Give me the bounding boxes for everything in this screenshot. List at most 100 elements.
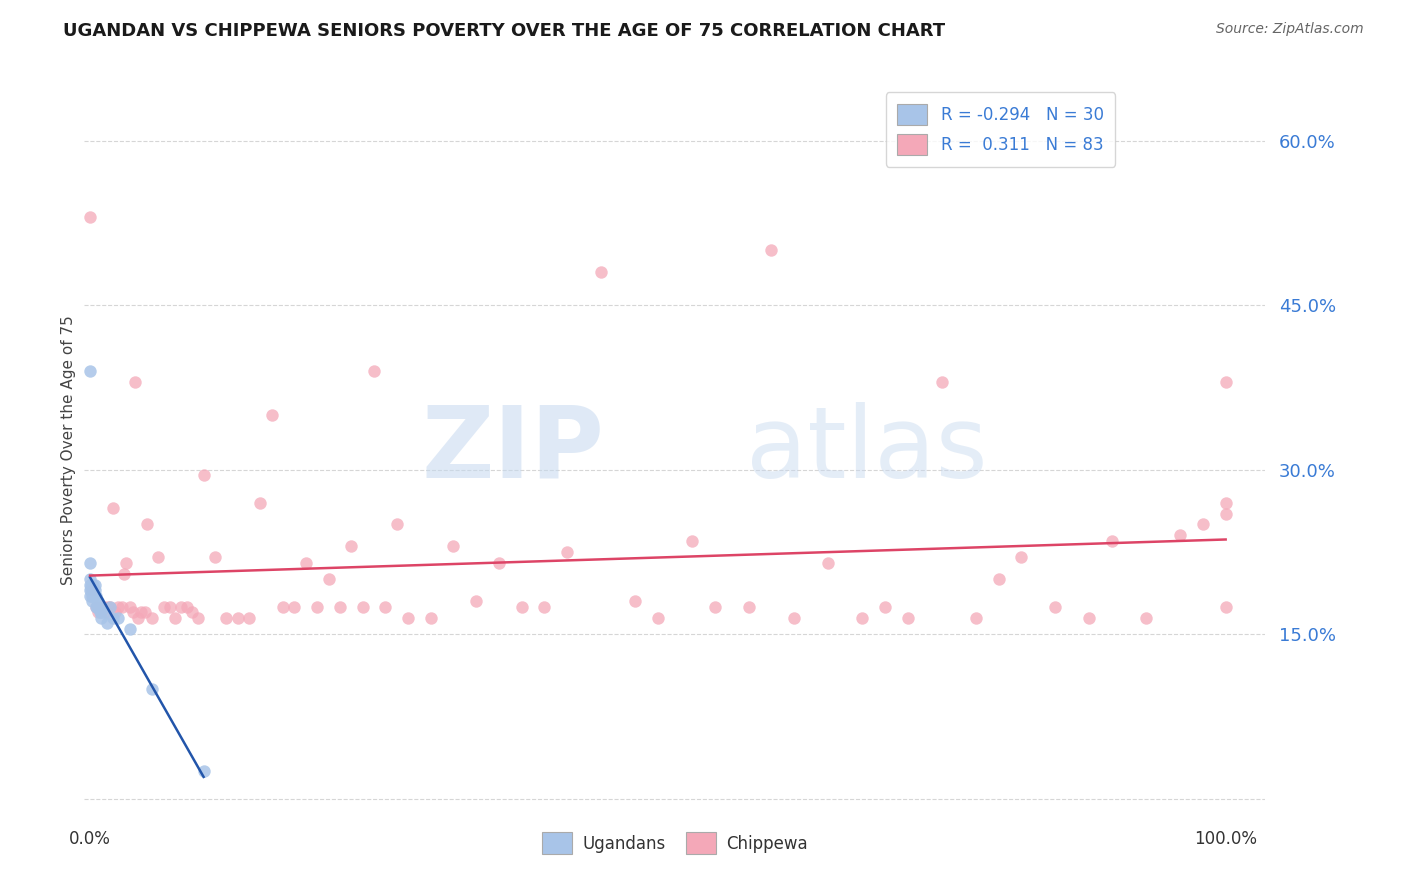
Point <box>118 599 141 614</box>
Point <box>181 605 204 619</box>
Point <box>86 599 108 614</box>
Point <box>193 764 215 779</box>
Point <box>122 605 145 619</box>
Point <box>87 594 110 608</box>
Point <box>1101 533 1123 548</box>
Point <box>1192 517 1215 532</box>
Point <box>90 611 112 625</box>
Text: UGANDAN VS CHIPPEWA SENIORS POVERTY OVER THE AGE OF 75 CORRELATION CHART: UGANDAN VS CHIPPEWA SENIORS POVERTY OVER… <box>63 22 945 40</box>
Point <box>897 611 920 625</box>
Point <box>488 556 510 570</box>
Point <box>83 583 105 598</box>
Point <box>193 468 215 483</box>
Point <box>79 211 101 225</box>
Point <box>82 589 104 603</box>
Legend: Ugandans, Chippewa: Ugandans, Chippewa <box>536 826 814 861</box>
Point <box>187 611 209 625</box>
Point <box>443 540 465 554</box>
Point <box>510 599 533 614</box>
Point <box>82 578 104 592</box>
Point <box>1078 611 1101 625</box>
Point <box>396 611 419 625</box>
Point <box>283 599 305 614</box>
Point <box>90 605 112 619</box>
Point <box>79 589 101 603</box>
Point <box>100 599 122 614</box>
Point <box>127 611 149 625</box>
Point <box>107 611 129 625</box>
Point <box>101 611 124 625</box>
Point <box>82 583 104 598</box>
Point <box>591 265 613 279</box>
Point <box>115 556 138 570</box>
Point <box>79 364 101 378</box>
Point <box>1135 611 1157 625</box>
Point <box>1168 528 1191 542</box>
Point <box>97 599 120 614</box>
Point <box>80 583 103 598</box>
Point <box>84 599 107 614</box>
Point <box>135 517 157 532</box>
Point <box>79 556 101 570</box>
Point <box>226 611 249 625</box>
Point <box>83 578 105 592</box>
Point <box>129 605 152 619</box>
Point <box>101 501 124 516</box>
Point <box>681 533 703 548</box>
Point <box>965 611 987 625</box>
Point <box>176 599 198 614</box>
Point <box>783 611 806 625</box>
Point <box>1215 495 1237 509</box>
Point <box>82 589 104 603</box>
Point <box>260 408 283 422</box>
Point <box>385 517 408 532</box>
Point <box>295 556 318 570</box>
Point <box>374 599 396 614</box>
Point <box>100 599 122 614</box>
Point <box>94 605 117 619</box>
Point <box>307 599 329 614</box>
Point <box>465 594 488 608</box>
Point <box>89 605 111 619</box>
Point <box>249 495 271 509</box>
Point <box>318 572 340 586</box>
Point <box>931 375 953 389</box>
Point <box>134 605 156 619</box>
Point <box>624 594 647 608</box>
Point <box>112 566 135 581</box>
Point <box>703 599 725 614</box>
Point <box>90 599 112 614</box>
Point <box>87 605 110 619</box>
Point <box>111 599 134 614</box>
Point <box>738 599 761 614</box>
Point <box>79 572 101 586</box>
Point <box>93 599 115 614</box>
Point <box>124 375 146 389</box>
Point <box>159 599 181 614</box>
Text: Source: ZipAtlas.com: Source: ZipAtlas.com <box>1216 22 1364 37</box>
Point <box>148 550 170 565</box>
Point <box>153 599 176 614</box>
Point <box>647 611 669 625</box>
Point <box>533 599 555 614</box>
Text: ZIP: ZIP <box>422 402 605 499</box>
Point <box>79 583 101 598</box>
Point <box>873 599 896 614</box>
Point <box>352 599 374 614</box>
Point <box>118 622 141 636</box>
Point <box>104 605 127 619</box>
Point <box>851 611 873 625</box>
Text: atlas: atlas <box>745 402 987 499</box>
Point <box>271 599 294 614</box>
Point <box>987 572 1010 586</box>
Point <box>96 616 118 631</box>
Point <box>329 599 352 614</box>
Point <box>204 550 226 565</box>
Point <box>165 611 187 625</box>
Point <box>93 605 115 619</box>
Point <box>170 599 193 614</box>
Point <box>363 364 385 378</box>
Point <box>1215 507 1237 521</box>
Point <box>141 681 163 696</box>
Point <box>1045 599 1067 614</box>
